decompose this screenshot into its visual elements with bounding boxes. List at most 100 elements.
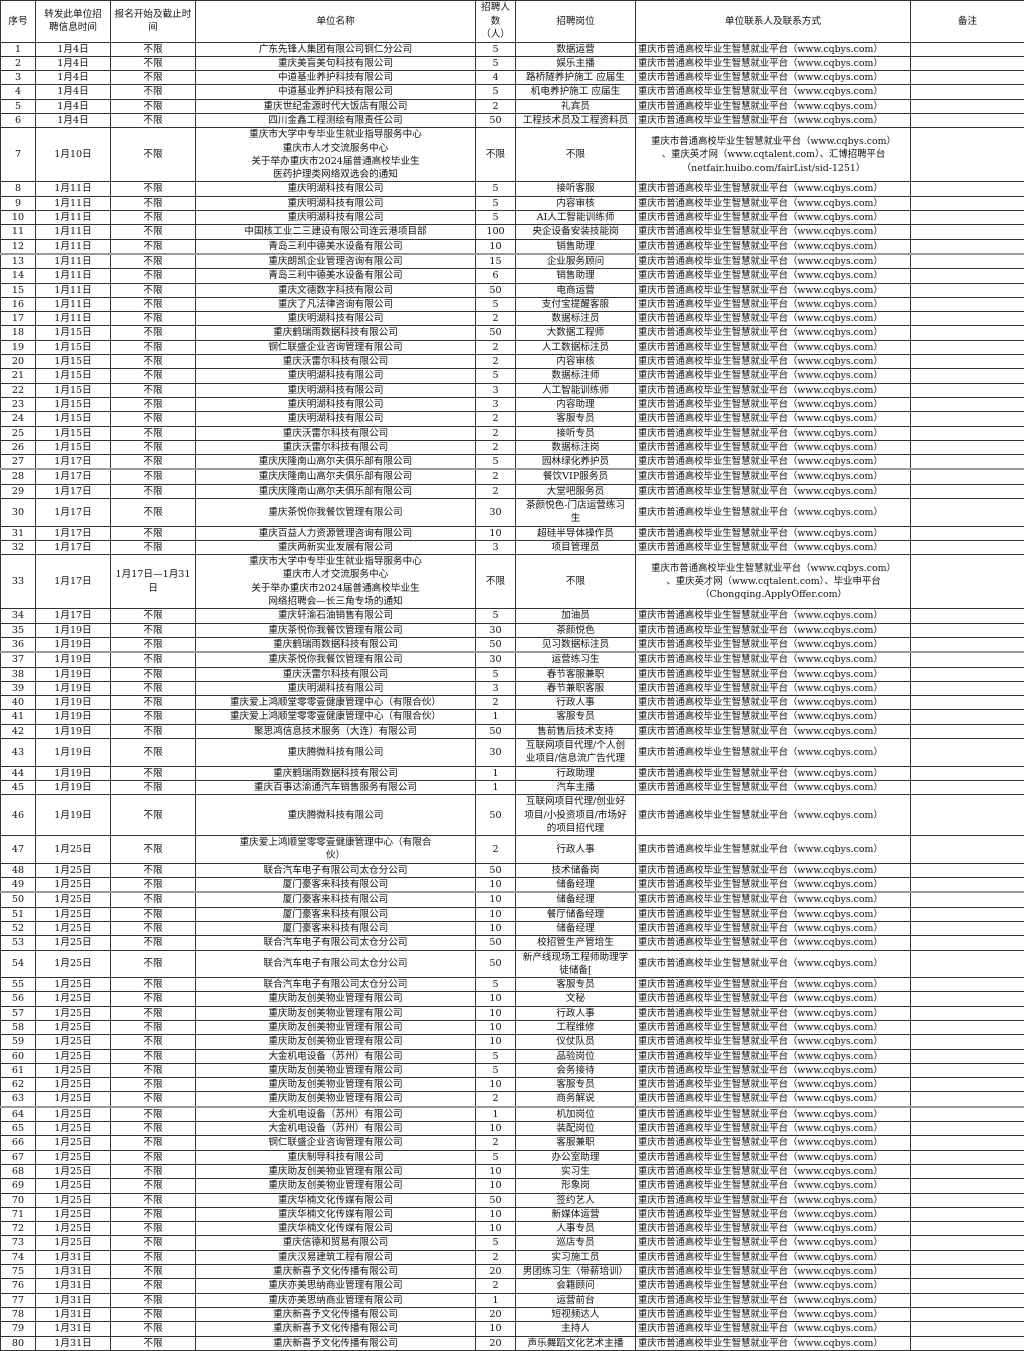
headcount: 5: [476, 1236, 516, 1250]
position: 大数据工程师: [516, 326, 636, 340]
registration-period: 不限: [111, 369, 196, 383]
registration-period: 不限: [111, 182, 196, 196]
row-index: 64: [1, 1107, 36, 1122]
contact: 重庆市普通高校毕业生智慧就业平台（www.cqbys.com）: [636, 652, 911, 667]
headcount: 50: [476, 950, 516, 978]
headcount: 10: [476, 878, 516, 893]
company-name: 重庆文德数字科技有限公司: [196, 283, 476, 297]
company-name: 重庆两新实业发展有限公司: [196, 540, 476, 554]
header-headcount: 招聘人数 （人）: [476, 1, 516, 43]
company-name: 铜仁联盛企业咨询管理有限公司: [196, 340, 476, 354]
headcount: 10: [476, 992, 516, 1006]
row-index: 13: [1, 254, 36, 269]
contact: 重庆市普通高校毕业生智慧就业平台（www.cqbys.com）: [636, 1336, 911, 1350]
registration-period: 不限: [111, 1107, 196, 1122]
headcount: 2: [476, 1250, 516, 1264]
row-index: 56: [1, 992, 36, 1006]
company-name: 联合汽车电子有限公司太仓分公司: [196, 950, 476, 978]
row-index: 50: [1, 892, 36, 907]
headcount: 1: [476, 780, 516, 794]
row-index: 55: [1, 978, 36, 992]
forward-date: 1月15日: [36, 397, 111, 411]
headcount: 2: [476, 469, 516, 484]
position: 见习数据标注员: [516, 637, 636, 652]
registration-period: 不限: [111, 609, 196, 623]
contact: 重庆市普通高校毕业生智慧就业平台（www.cqbys.com）: [636, 355, 911, 369]
position: 茶颜悦色-门店运营练习 生: [516, 499, 636, 527]
remarks: [911, 440, 1024, 454]
registration-period: 不限: [111, 526, 196, 540]
forward-date: 1月25日: [36, 878, 111, 893]
row-index: 19: [1, 340, 36, 354]
position: 数据标注岗: [516, 440, 636, 454]
registration-period: 不限: [111, 297, 196, 311]
headcount: 100: [476, 225, 516, 239]
headcount: 50: [476, 283, 516, 297]
remarks: [911, 128, 1024, 182]
company-name: 重庆助友创美物业管理有限公司: [196, 1164, 476, 1178]
company-name: 重庆百事达渝通汽车销售服务有限公司: [196, 780, 476, 794]
forward-date: 1月11日: [36, 283, 111, 297]
contact: 重庆市普通高校毕业生智慧就业平台（www.cqbys.com）: [636, 1150, 911, 1164]
company-name: 重庆亦美思纳商业管理有限公司: [196, 1279, 476, 1293]
forward-date: 1月11日: [36, 297, 111, 311]
contact: 重庆市普通高校毕业生智慧就业平台（www.cqbys.com）: [636, 182, 911, 196]
forward-date: 1月31日: [36, 1265, 111, 1279]
position: 客服专员: [516, 978, 636, 992]
company-name: 重庆新喜予文化传播有限公司: [196, 1265, 476, 1279]
forward-date: 1月19日: [36, 623, 111, 637]
remarks: [911, 211, 1024, 225]
position: 大堂吧服务员: [516, 484, 636, 498]
contact: 重庆市普通高校毕业生智慧就业平台（www.cqbys.com）: [636, 724, 911, 738]
position: 娱乐主播: [516, 56, 636, 70]
headcount: 5: [476, 42, 516, 56]
position: 春节兼职客服: [516, 681, 636, 695]
headcount: 30: [476, 652, 516, 667]
registration-period: 不限: [111, 1020, 196, 1034]
row-index: 75: [1, 1265, 36, 1279]
company-name: 重庆助友创美物业管理有限公司: [196, 1092, 476, 1107]
position: 互联网项目代理/创业好 项目/小投资项目/市场好 的项目招代理: [516, 795, 636, 836]
registration-period: 不限: [111, 254, 196, 269]
registration-period: 不限: [111, 469, 196, 484]
forward-date: 1月15日: [36, 326, 111, 340]
company-name: 重庆明湖科技有限公司: [196, 397, 476, 411]
company-name: 重庆明湖科技有限公司: [196, 211, 476, 225]
contact: 重庆市普通高校毕业生智慧就业平台（www.cqbys.com）: [636, 113, 911, 127]
forward-date: 1月17日: [36, 540, 111, 554]
headcount: 10: [476, 1078, 516, 1092]
position: 签约艺人: [516, 1193, 636, 1207]
company-name: 重庆茶悦你我餐饮管理有限公司: [196, 499, 476, 527]
remarks: [911, 1179, 1024, 1193]
registration-period: 不限: [111, 42, 196, 56]
headcount: 2: [476, 1092, 516, 1107]
contact: 重庆市普通高校毕业生智慧就业平台（www.cqbys.com）: [636, 1092, 911, 1107]
remarks: [911, 182, 1024, 196]
headcount: 5: [476, 182, 516, 196]
position: 机电养护施工 应届生: [516, 85, 636, 99]
company-name: 联合汽车电子有限公司太仓分公司: [196, 863, 476, 877]
company-name: 重庆明湖科技有限公司: [196, 182, 476, 196]
forward-date: 1月17日: [36, 499, 111, 527]
position: 短视频达人: [516, 1307, 636, 1321]
remarks: [911, 113, 1024, 127]
registration-period: 不限: [111, 623, 196, 637]
row-index: 17: [1, 312, 36, 326]
remarks: [911, 921, 1024, 935]
row-index: 30: [1, 499, 36, 527]
